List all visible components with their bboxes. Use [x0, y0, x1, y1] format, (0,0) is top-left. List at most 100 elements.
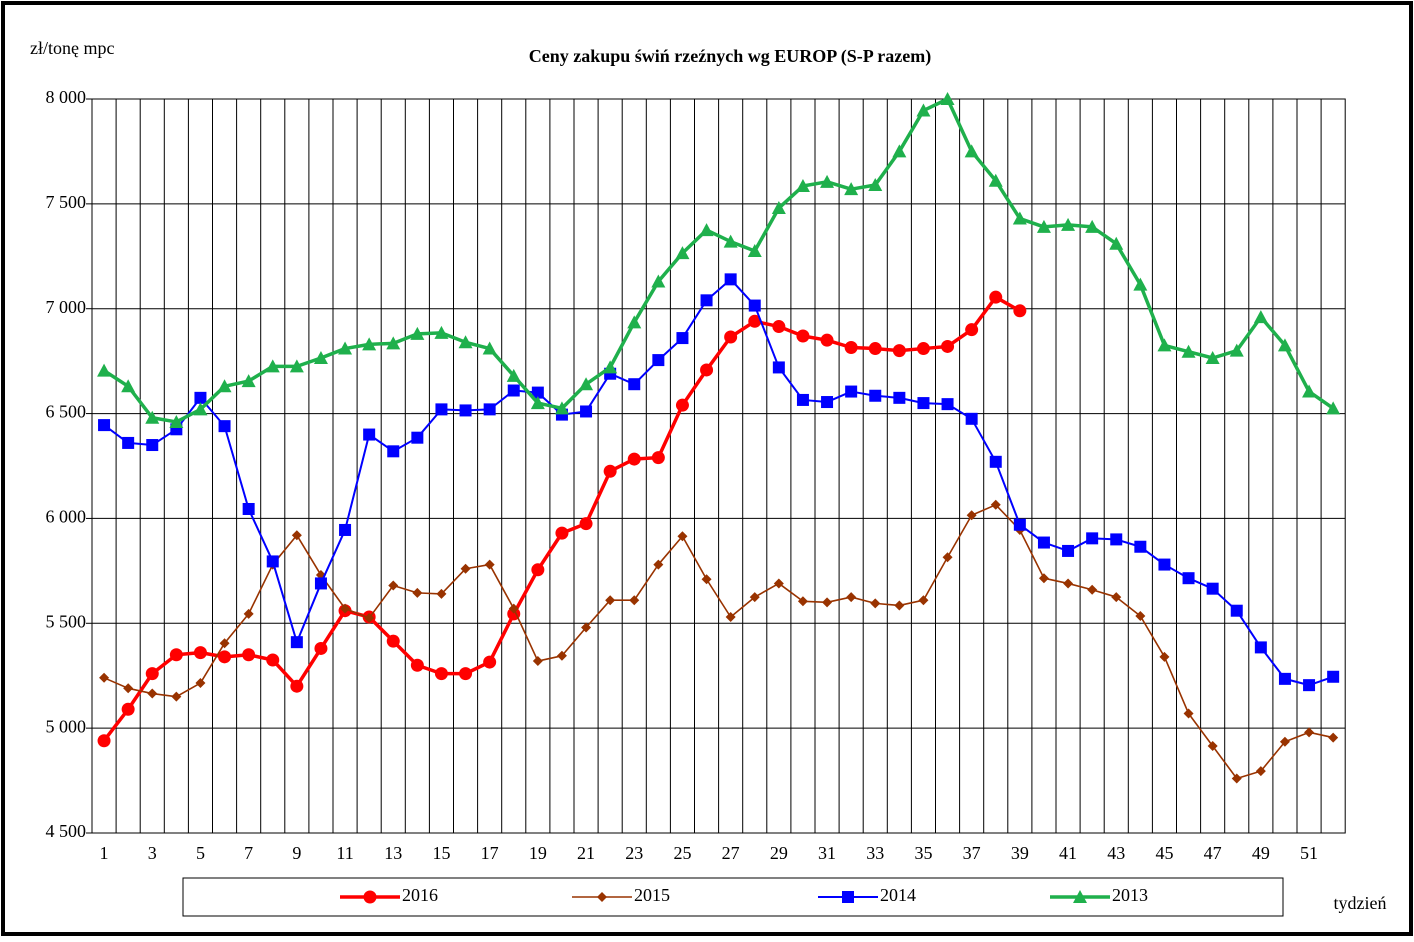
point — [627, 315, 642, 329]
point — [989, 290, 1003, 304]
x-tick-label: 19 — [529, 843, 547, 863]
point — [1327, 670, 1340, 683]
legend-label: 2015 — [634, 885, 670, 905]
point — [724, 273, 737, 286]
point — [1061, 217, 1076, 231]
point — [699, 223, 714, 237]
point — [289, 359, 304, 373]
point — [122, 436, 135, 449]
point — [1302, 384, 1317, 398]
y-tick-label: 5 000 — [46, 716, 87, 736]
point — [241, 374, 256, 388]
point — [1278, 672, 1291, 685]
point — [651, 274, 666, 288]
point — [870, 598, 881, 609]
x-tick-label: 41 — [1059, 843, 1077, 863]
point — [363, 428, 376, 441]
point — [146, 439, 159, 452]
x-tick-label: 47 — [1204, 843, 1222, 863]
point — [171, 691, 182, 702]
point — [1086, 532, 1099, 545]
point — [482, 341, 497, 355]
point — [242, 502, 255, 515]
point — [531, 563, 545, 577]
point — [99, 672, 110, 683]
point — [121, 379, 136, 393]
point — [845, 385, 858, 398]
point — [169, 648, 183, 662]
point — [554, 401, 569, 415]
point — [892, 144, 907, 158]
point — [820, 333, 834, 347]
point — [724, 330, 738, 344]
point — [458, 335, 473, 349]
point — [97, 363, 112, 377]
y-tick-label: 4 500 — [46, 821, 87, 841]
point — [508, 603, 519, 614]
point — [193, 402, 208, 416]
point — [868, 342, 882, 356]
point — [435, 403, 448, 416]
point — [1110, 533, 1123, 546]
point — [506, 368, 521, 382]
x-tick-label: 43 — [1107, 843, 1125, 863]
point — [364, 613, 375, 624]
point — [1205, 350, 1220, 364]
x-tick-label: 11 — [336, 843, 353, 863]
point — [1013, 518, 1026, 531]
x-tick-label: 3 — [148, 843, 157, 863]
point — [121, 702, 135, 716]
point — [701, 574, 712, 585]
point — [1063, 578, 1074, 589]
point — [169, 414, 184, 428]
point — [748, 299, 761, 312]
point — [290, 679, 304, 693]
point — [941, 339, 955, 353]
chart-title: Ceny zakupu świń rzeźnych wg EUROP (S-P … — [529, 46, 931, 67]
legend-label: 2016 — [402, 885, 438, 905]
point — [532, 656, 543, 667]
series-line — [103, 278, 1334, 687]
point — [1183, 708, 1194, 719]
x-tick-label: 1 — [100, 843, 109, 863]
point — [1304, 727, 1315, 738]
point — [1134, 540, 1147, 553]
x-tick-label: 51 — [1300, 843, 1318, 863]
x-tick-label: 21 — [577, 843, 595, 863]
point — [556, 650, 567, 661]
x-tick-label: 25 — [673, 843, 691, 863]
point — [869, 389, 882, 402]
point — [195, 678, 206, 689]
point — [965, 412, 978, 425]
x-tick-label: 9 — [292, 843, 301, 863]
point — [581, 622, 592, 633]
y-tick-label: 7 000 — [46, 297, 87, 317]
series-line — [103, 97, 1335, 424]
point — [339, 523, 352, 536]
point — [842, 891, 854, 903]
point — [1135, 610, 1146, 621]
point — [145, 667, 159, 681]
point — [892, 344, 906, 358]
point — [844, 341, 858, 355]
point — [460, 563, 471, 574]
point — [1036, 219, 1051, 233]
point — [1159, 651, 1170, 662]
point — [555, 526, 569, 540]
x-tick-label: 29 — [770, 843, 788, 863]
point — [290, 636, 303, 649]
point — [531, 386, 544, 399]
point — [388, 580, 399, 591]
point — [1012, 211, 1027, 225]
point — [483, 655, 497, 669]
point — [700, 294, 713, 307]
point — [1326, 401, 1341, 415]
point — [989, 455, 1002, 468]
point — [1037, 536, 1050, 549]
point — [893, 391, 906, 404]
point — [1073, 890, 1087, 903]
series-line — [103, 503, 1334, 780]
point — [916, 342, 930, 356]
point — [411, 431, 424, 444]
